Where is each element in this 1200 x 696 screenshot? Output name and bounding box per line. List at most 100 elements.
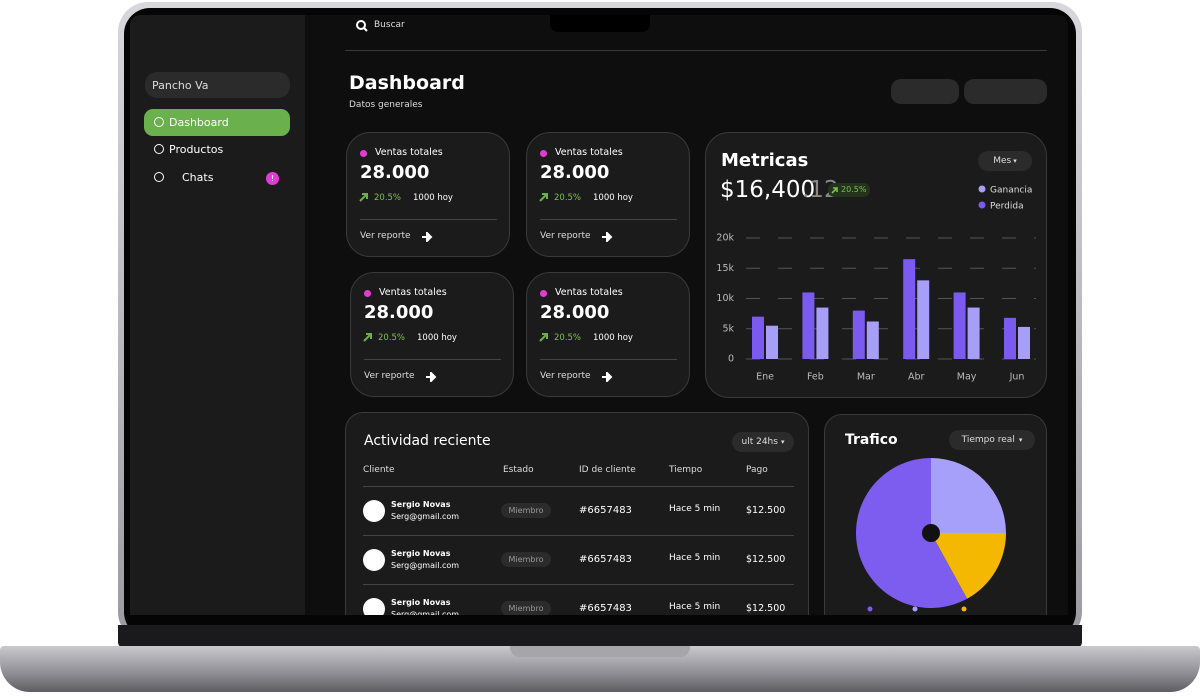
bar [752,316,764,359]
column-header: Cliente [363,465,395,475]
bar [967,307,980,359]
client-name: Sergio Novas [391,549,451,558]
nav-label: Dashboard [169,116,229,129]
activity-card: Actividad reciente ult 24hs ▾ Cliente Estado… [345,412,809,615]
base-notch [510,646,690,657]
nav-icon [154,117,164,127]
header-button[interactable] [891,79,959,104]
client-id: #6657483 [579,554,632,565]
card-change: 20.5% [378,333,406,343]
card-link[interactable]: Ver reporte [540,231,591,241]
filter-label: Tiempo real [961,435,1015,445]
metrics-total: $16,400 [720,177,816,203]
legend-dot [978,185,986,193]
link-arrow [426,372,437,382]
status-label: Miembro [508,555,544,564]
chevron: ▾ [780,438,785,446]
x-tick-label: Jun [1009,372,1025,383]
nav-item[interactable]: Chats [144,164,290,191]
nav-item[interactable]: Productos [144,136,290,163]
trend-arrow [359,193,368,202]
stat-card: Ventas totales 28.000 20.5% 1000 hoy Ver rep… [350,272,514,397]
traffic-filter[interactable]: Tiempo real ▾ [949,430,1035,450]
bar [1004,317,1016,359]
row-divider [363,486,794,487]
y-tick-label: 0 [728,354,734,365]
client-email: Serg@gmail.com [391,512,460,521]
stat-card: Ventas totales 28.000 20.5% 1000 hoy Ver rep… [346,132,510,257]
search-input[interactable]: Buscar [374,20,405,30]
pie-chart [856,458,1006,612]
card-divider [540,359,677,360]
bar [917,280,930,359]
avatar [363,598,385,615]
card-value: 28.000 [540,302,610,323]
client-email: Serg@gmail.com [391,610,460,615]
status-pill: Miembro [501,552,551,567]
legend-dot [978,201,986,209]
arrow [602,372,613,382]
arrow [359,193,368,202]
legend-label: Perdida [990,202,1024,212]
client-id: #6657483 [579,505,632,516]
header-button[interactable] [964,79,1047,104]
nav-item[interactable]: Dashboard [144,109,290,136]
x-tick-label: May [957,372,977,383]
time: Hace 5 min [669,602,721,612]
client-id: #6657483 [579,603,632,614]
arrow [539,333,548,342]
card-value: 28.000 [364,302,434,323]
card-change: 20.5% [554,193,582,203]
activity-filter[interactable]: ult 24hs ▾ [732,432,794,452]
avatar [363,500,385,522]
column-header: Estado [503,465,534,475]
pie-center [922,524,940,542]
legend-dot [867,606,873,612]
page-subtitle: Datos generales [349,100,423,110]
divider [345,50,1047,51]
x-tick-label: Mar [857,372,875,383]
client-name: Sergio Novas [391,598,451,607]
activity-title: Actividad reciente [364,433,491,449]
arrow [363,333,372,342]
metrics-change: 20.5% [841,185,867,194]
column-header: Tiempo [669,465,703,475]
search-icon [356,20,368,32]
status-pill: Miembro [501,601,551,615]
time: Hace 5 min [669,504,721,514]
status-label: Miembro [508,506,544,515]
bar [866,321,879,359]
user-pill[interactable]: Pancho Va [145,72,290,98]
x-tick-label: Feb [807,372,824,383]
pie-slice [931,533,1006,599]
trend-arrow [539,193,548,202]
column-header: Pago [746,465,768,475]
status-dot [360,150,367,157]
card-link[interactable]: Ver reporte [364,371,415,381]
status-dot [540,150,547,157]
filter-label: ult 24hs [741,437,778,447]
card-today: 1000 hoy [593,193,633,203]
metrics-filter[interactable]: Mes ▾ [978,151,1032,171]
card-link[interactable]: Ver reporte [360,231,411,241]
bar [766,325,778,359]
stat-card: Ventas totales 28.000 20.5% 1000 hoy Ver rep… [526,132,690,257]
card-value: 28.000 [360,162,430,183]
card-label: Ventas totales [375,147,443,158]
bar-chart: Ganancia Perdida 0 5k 10k 15k 20k Ene Feb Mar Abr M… [716,185,1036,383]
payment: $12.500 [746,603,786,614]
card-link[interactable]: Ver reporte [540,371,591,381]
status-pill: Miembro [501,503,551,518]
traffic-title: Trafico [845,432,898,448]
x-tick-label: Abr [908,372,925,383]
link-arrow [422,232,433,242]
hinge [118,625,1082,648]
card-label: Ventas totales [379,287,447,298]
column-header: ID de cliente [579,465,636,475]
page-title: Dashboard [349,72,465,94]
arrow [831,187,838,194]
sidebar [130,15,305,615]
card-value: 28.000 [540,162,610,183]
change-badge: 20.5% [828,183,870,197]
